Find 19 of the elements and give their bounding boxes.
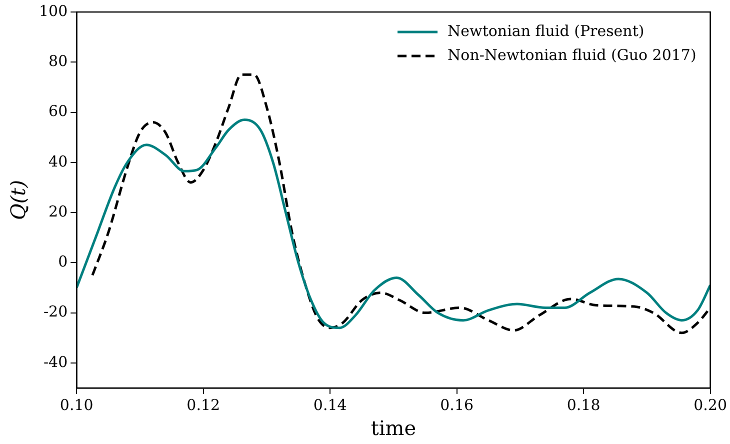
- y-tick-label: 100: [38, 2, 68, 20]
- y-tick-label: 40: [48, 152, 68, 170]
- legend-label: Non-Newtonian fluid (Guo 2017): [448, 46, 696, 64]
- x-tick-label: 0.18: [566, 396, 600, 414]
- x-tick-label: 0.16: [440, 396, 474, 414]
- line-series: [76, 118, 710, 330]
- y-axis-title: Q(t): [6, 180, 30, 220]
- y-tick-label: 80: [48, 52, 68, 70]
- y-tick-label: 60: [48, 102, 68, 120]
- y-tick-label: -40: [43, 352, 68, 371]
- x-tick-label: 0.10: [60, 396, 94, 414]
- x-tick-label: 0.14: [313, 396, 347, 414]
- x-tick-label: 0.12: [186, 396, 220, 414]
- y-tick-label: -20: [43, 302, 68, 321]
- x-tick-label: 0.20: [694, 396, 728, 414]
- legend-label: Newtonian fluid (Present): [448, 22, 644, 40]
- x-axis-title: time: [370, 416, 416, 440]
- y-tick-label: 20: [48, 202, 68, 220]
- y-tick-label: 0: [58, 252, 68, 271]
